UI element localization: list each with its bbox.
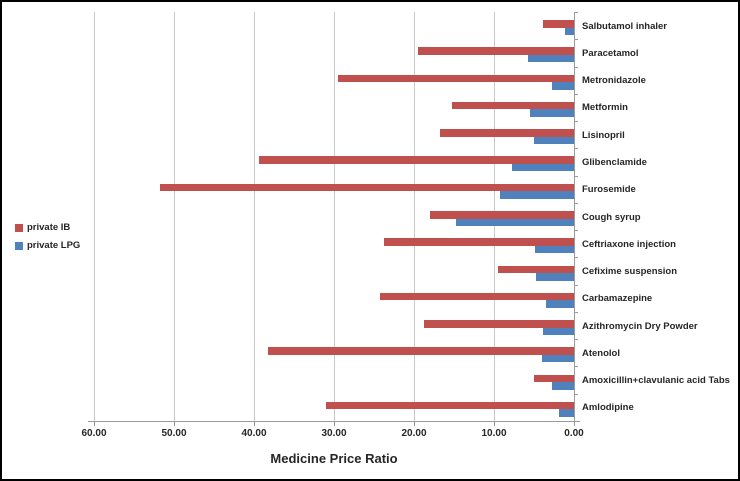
- bar-private-lpg: [456, 218, 574, 226]
- category-tick: [574, 284, 578, 286]
- bar-private-ib: [534, 374, 574, 383]
- bar-private-ib: [326, 401, 574, 410]
- y-axis-line: [574, 12, 575, 421]
- bar-private-ib: [383, 238, 574, 246]
- category-tick: [574, 230, 578, 232]
- category-label: Furosemide: [582, 184, 636, 196]
- bar-private-ib: [423, 320, 574, 328]
- bar-private-lpg: [551, 382, 574, 390]
- category-label: Cough syrup: [582, 211, 641, 223]
- category-tick: [574, 339, 578, 341]
- bar-private-lpg: [536, 273, 574, 281]
- category-label: Atenolol: [582, 347, 620, 359]
- x-tick-label: 0.00: [564, 428, 584, 439]
- category-tick: [574, 257, 578, 259]
- category-label: Metronidazole: [582, 75, 646, 87]
- x-axis-tick: [494, 421, 495, 426]
- bar-private-lpg: [558, 409, 574, 417]
- x-tick-label: 60.00: [81, 428, 107, 439]
- x-tick-label: 30.00: [321, 428, 347, 439]
- bar-private-ib: [498, 265, 574, 274]
- legend-swatch-blue-icon: [15, 241, 23, 250]
- x-axis-tick: [334, 421, 335, 426]
- category-label: Salbutamol inhaler: [582, 20, 667, 32]
- gridline: [414, 12, 415, 421]
- gridline: [174, 12, 175, 421]
- x-axis-tick: [414, 421, 415, 426]
- x-axis-tick: [574, 421, 575, 426]
- category-label: Azithromycin Dry Powder: [582, 320, 698, 332]
- gridline: [334, 12, 335, 421]
- legend-swatch-red-icon: [15, 223, 23, 232]
- bar-private-lpg: [565, 27, 574, 36]
- bar-private-lpg: [511, 163, 574, 172]
- x-tick-label: 10.00: [481, 428, 507, 439]
- legend-label-private-ib: private IB: [27, 222, 71, 233]
- bar-private-lpg: [534, 245, 574, 254]
- category-label: Amlodipine: [582, 402, 634, 414]
- bar-private-ib: [159, 183, 574, 192]
- category-tick: [574, 93, 578, 95]
- bar-private-lpg: [551, 82, 574, 90]
- category-label: Lisinopril: [582, 129, 625, 141]
- bar-private-ib: [418, 47, 574, 55]
- category-tick: [574, 148, 578, 150]
- bar-private-ib: [338, 74, 574, 83]
- bar-private-ib: [542, 20, 574, 28]
- category-tick: [574, 393, 578, 395]
- legend-label-private-lpg: private LPG: [27, 240, 81, 251]
- category-label: Cefixime suspension: [582, 266, 678, 278]
- category-label: Ceftriaxone injection: [582, 238, 676, 250]
- category-label: Paracetamol: [582, 47, 639, 59]
- category-tick: [574, 202, 578, 204]
- x-tick-label: 50.00: [161, 428, 187, 439]
- x-tick-label: 20.00: [401, 428, 427, 439]
- category-label: Amoxicillin+clavulanic acid Tabs: [582, 375, 730, 387]
- gridline: [254, 12, 255, 421]
- x-axis-tick: [94, 421, 95, 426]
- gridline: [94, 12, 95, 421]
- category-tick: [574, 175, 578, 177]
- category-tick: [574, 12, 578, 13]
- x-axis-tick: [174, 421, 175, 426]
- category-tick: [574, 66, 578, 68]
- bar-private-lpg: [528, 54, 574, 63]
- bar-private-ib: [268, 347, 574, 355]
- legend-entry-private-lpg: private LPG: [15, 240, 80, 251]
- category-label: Glibenclamide: [582, 156, 647, 168]
- category-label: Metformin: [582, 102, 628, 114]
- bar-private-lpg: [500, 191, 574, 199]
- x-axis-title: Medicine Price Ratio: [270, 451, 398, 466]
- legend: private IB private LPG: [15, 222, 80, 258]
- bar-private-ib: [430, 211, 574, 219]
- bar-private-ib: [439, 129, 574, 137]
- category-tick: [574, 121, 578, 123]
- bar-private-lpg: [534, 136, 574, 145]
- x-tick-label: 40.00: [241, 428, 267, 439]
- legend-entry-private-ib: private IB: [15, 222, 80, 233]
- category-tick: [574, 366, 578, 368]
- bar-private-ib: [380, 292, 574, 301]
- category-label: Carbamazepine: [582, 293, 653, 305]
- category-tick: [574, 421, 578, 422]
- bar-private-lpg: [542, 327, 574, 336]
- bar-private-ib: [258, 156, 574, 164]
- bar-private-ib: [452, 101, 574, 110]
- bar-private-lpg: [546, 300, 574, 308]
- bar-private-lpg: [530, 109, 574, 117]
- category-tick: [574, 39, 578, 41]
- category-tick: [574, 311, 578, 313]
- x-axis-tick: [254, 421, 255, 426]
- bar-private-lpg: [542, 354, 574, 363]
